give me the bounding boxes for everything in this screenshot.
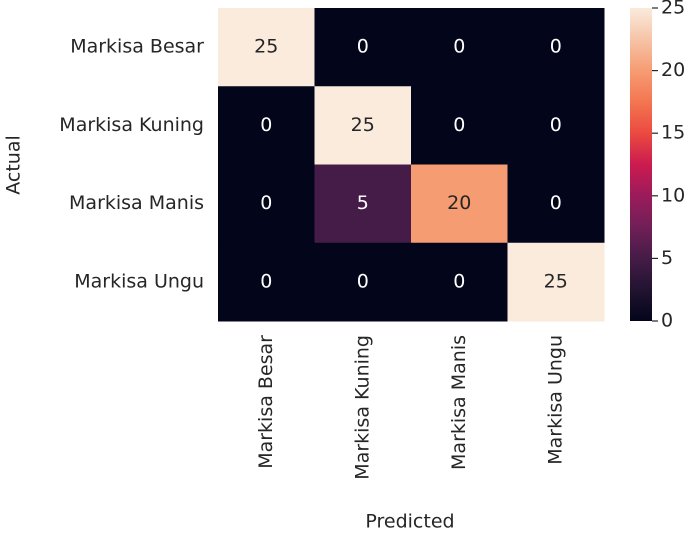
cell-label: 0 [453, 36, 465, 58]
x-tick-label: Markisa Manis [448, 335, 470, 470]
heatmap-cell [411, 86, 508, 165]
heatmap-cell [218, 242, 315, 322]
cell-label: 25 [254, 36, 278, 58]
cell-label: 0 [550, 36, 562, 58]
cell-label: 5 [357, 192, 369, 214]
cell-label: 0 [260, 114, 272, 136]
cell-label: 0 [550, 192, 562, 214]
heatmap-cell [314, 242, 412, 322]
colorbar-tick-label: 15 [661, 122, 685, 144]
x-tick-label: Markisa Kuning [351, 335, 373, 480]
heatmap-cell [411, 242, 508, 322]
heatmap-cell [314, 164, 412, 244]
cell-label: 20 [447, 192, 471, 214]
heatmap-cell [411, 8, 508, 87]
colorbar-tick-label: 25 [661, 0, 685, 19]
cell-label: 0 [357, 270, 369, 292]
heatmap-cell [507, 164, 605, 244]
y-tick-label: Markisa Besar [70, 36, 204, 58]
y-axis-label: Actual [3, 135, 25, 195]
colorbar-tick-label: 0 [661, 310, 673, 332]
y-tick-label: Markisa Manis [69, 192, 204, 214]
cell-label: 25 [351, 114, 375, 136]
heatmap-cell [314, 8, 412, 87]
cell-label: 0 [453, 114, 465, 136]
colorbar-tick-label: 5 [661, 247, 673, 269]
colorbar [630, 8, 652, 321]
heatmap-cell [218, 8, 315, 87]
cell-label: 0 [260, 192, 272, 214]
x-tick-label: Markisa Ungu [544, 335, 566, 465]
y-tick-label: Markisa Ungu [74, 270, 204, 292]
cell-label: 0 [453, 270, 465, 292]
cell-label: 0 [260, 270, 272, 292]
y-tick-label: Markisa Kuning [59, 114, 204, 136]
heatmap-cell [314, 86, 412, 165]
colorbar-tick-label: 10 [661, 184, 685, 206]
x-axis-label: Predicted [365, 511, 454, 533]
cell-label: 25 [544, 270, 568, 292]
cell-label: 0 [357, 36, 369, 58]
heatmap-cell [218, 86, 315, 165]
cell-label: 0 [550, 114, 562, 136]
x-tick-label: Markisa Besar [255, 335, 277, 469]
heatmap-cell [218, 164, 315, 244]
heatmap-cell [411, 164, 508, 244]
heatmap-cell [507, 242, 605, 322]
heatmap-cell [507, 8, 605, 87]
colorbar-tick-label: 20 [661, 59, 685, 81]
heatmap-cell [507, 86, 605, 165]
